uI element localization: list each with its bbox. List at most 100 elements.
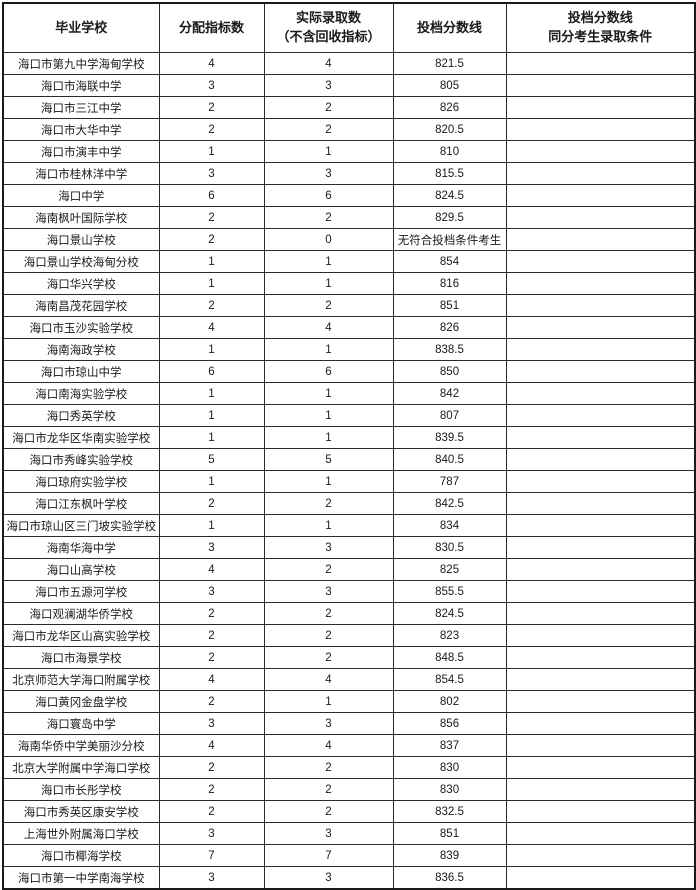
table-row: 海口江东枫叶学校 2 2 842.5 <box>2 492 696 515</box>
cell-score-line: 787 <box>392 470 507 493</box>
cell-admitted: 1 <box>263 272 394 295</box>
cell-school: 海口市龙华区山高实验学校 <box>2 624 160 647</box>
cell-quota: 1 <box>158 426 265 449</box>
cell-school: 海口市椰海学校 <box>2 844 160 867</box>
cell-quota: 1 <box>158 514 265 537</box>
cell-score-line: 851 <box>392 294 507 317</box>
cell-score-line: 850 <box>392 360 507 383</box>
cell-tie-condition <box>505 712 696 735</box>
cell-score-line: 830.5 <box>392 536 507 559</box>
cell-school: 北京大学附属中学海口学校 <box>2 756 160 779</box>
cell-school: 海口寰岛中学 <box>2 712 160 735</box>
table-row: 北京师范大学海口附属学校 4 4 854.5 <box>2 668 696 691</box>
column-header-school: 毕业学校 <box>2 2 160 53</box>
cell-quota: 4 <box>158 316 265 339</box>
cell-score-line: 830 <box>392 778 507 801</box>
cell-admitted: 0 <box>263 228 394 251</box>
cell-quota: 4 <box>158 52 265 75</box>
cell-score-line: 823 <box>392 624 507 647</box>
cell-score-line: 842 <box>392 382 507 405</box>
table-row: 海南华侨中学美丽沙分校 4 4 837 <box>2 734 696 757</box>
cell-quota: 5 <box>158 448 265 471</box>
cell-quota: 2 <box>158 602 265 625</box>
cell-score-line: 810 <box>392 140 507 163</box>
cell-school: 海口南海实验学校 <box>2 382 160 405</box>
cell-score-line: 824.5 <box>392 184 507 207</box>
cell-quota: 2 <box>158 690 265 713</box>
cell-admitted: 6 <box>263 184 394 207</box>
cell-admitted: 1 <box>263 690 394 713</box>
table-row: 海南华海中学 3 3 830.5 <box>2 536 696 559</box>
cell-quota: 1 <box>158 250 265 273</box>
cell-quota: 2 <box>158 492 265 515</box>
cell-school: 海口市桂林洋中学 <box>2 162 160 185</box>
cell-tie-condition <box>505 734 696 757</box>
cell-tie-condition <box>505 316 696 339</box>
cell-admitted: 6 <box>263 360 394 383</box>
cell-quota: 4 <box>158 668 265 691</box>
cell-tie-condition <box>505 690 696 713</box>
cell-admitted: 2 <box>263 96 394 119</box>
cell-score-line: 805 <box>392 74 507 97</box>
cell-quota: 4 <box>158 734 265 757</box>
cell-score-line: 848.5 <box>392 646 507 669</box>
cell-score-line: 829.5 <box>392 206 507 229</box>
cell-school: 海口市长彤学校 <box>2 778 160 801</box>
cell-quota: 6 <box>158 360 265 383</box>
column-header-admitted: 实际录取数 （不含回收指标） <box>263 2 394 53</box>
cell-quota: 2 <box>158 118 265 141</box>
cell-score-line: 820.5 <box>392 118 507 141</box>
cell-admitted: 1 <box>263 514 394 537</box>
cell-admitted: 1 <box>263 338 394 361</box>
cell-tie-condition <box>505 74 696 97</box>
cell-admitted: 2 <box>263 294 394 317</box>
cell-school: 海南海政学校 <box>2 338 160 361</box>
cell-score-line: 825 <box>392 558 507 581</box>
cell-quota: 3 <box>158 822 265 845</box>
cell-tie-condition <box>505 580 696 603</box>
cell-tie-condition <box>505 470 696 493</box>
table-row: 上海世外附属海口学校 3 3 851 <box>2 822 696 845</box>
cell-school: 海口市五源河学校 <box>2 580 160 603</box>
table-row: 海口市玉沙实验学校 4 4 826 <box>2 316 696 339</box>
table-row: 海口市秀英区康安学校 2 2 832.5 <box>2 800 696 823</box>
cell-tie-condition <box>505 756 696 779</box>
cell-tie-condition <box>505 382 696 405</box>
table-row: 海口市琼山区三门坡实验学校 1 1 834 <box>2 514 696 537</box>
cell-tie-condition <box>505 294 696 317</box>
cell-school: 海南华侨中学美丽沙分校 <box>2 734 160 757</box>
cell-tie-condition <box>505 404 696 427</box>
cell-score-line: 854.5 <box>392 668 507 691</box>
cell-quota: 3 <box>158 536 265 559</box>
table-body: 海口市第九中学海甸学校 4 4 821.5 海口市海联中学 3 3 805 海口市三江中学 2 2 8… <box>2 52 696 890</box>
cell-quota: 7 <box>158 844 265 867</box>
cell-score-line: 826 <box>392 316 507 339</box>
cell-admitted: 1 <box>263 140 394 163</box>
table-row: 海口观澜湖华侨学校 2 2 824.5 <box>2 602 696 625</box>
table-row: 海口中学 6 6 824.5 <box>2 184 696 207</box>
cell-admitted: 2 <box>263 800 394 823</box>
cell-tie-condition <box>505 558 696 581</box>
cell-school: 海口华兴学校 <box>2 272 160 295</box>
cell-score-line: 842.5 <box>392 492 507 515</box>
table-row: 海口南海实验学校 1 1 842 <box>2 382 696 405</box>
header-row: 毕业学校 分配指标数 实际录取数 （不含回收指标） 投档分数线 投档分数线 同分考生录取条件 <box>2 2 696 53</box>
cell-tie-condition <box>505 426 696 449</box>
cell-quota: 6 <box>158 184 265 207</box>
table-row: 北京大学附属中学海口学校 2 2 830 <box>2 756 696 779</box>
table-row: 海口市秀峰实验学校 5 5 840.5 <box>2 448 696 471</box>
table-row: 海南海政学校 1 1 838.5 <box>2 338 696 361</box>
cell-school: 海口市玉沙实验学校 <box>2 316 160 339</box>
cell-admitted: 4 <box>263 668 394 691</box>
cell-score-line: 839 <box>392 844 507 867</box>
cell-score-line: 无符合投档条件考生 <box>392 228 507 251</box>
cell-quota: 3 <box>158 712 265 735</box>
cell-quota: 2 <box>158 778 265 801</box>
cell-score-line: 807 <box>392 404 507 427</box>
cell-school: 海口黄冈金盘学校 <box>2 690 160 713</box>
cell-quota: 1 <box>158 338 265 361</box>
cell-admitted: 1 <box>263 250 394 273</box>
cell-school: 海口市琼山中学 <box>2 360 160 383</box>
cell-tie-condition <box>505 360 696 383</box>
cell-score-line: 856 <box>392 712 507 735</box>
